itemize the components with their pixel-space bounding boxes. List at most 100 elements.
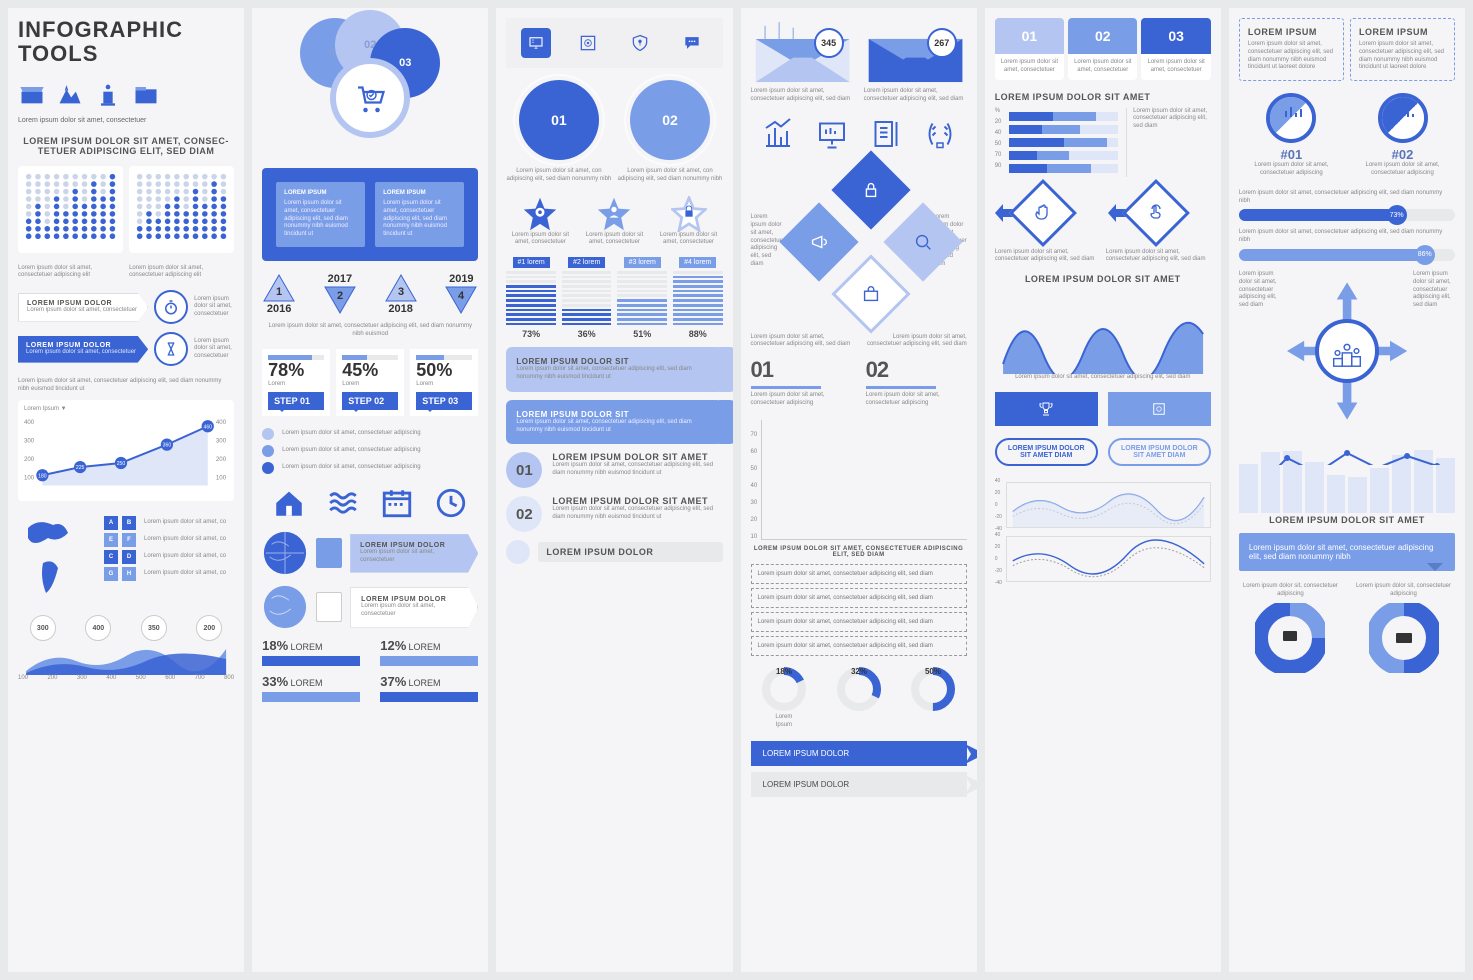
wave-chart (995, 284, 1211, 374)
timeline-node: 20172 (323, 273, 357, 315)
globe-tag-1: LOREM IPSUM DOLOR (360, 542, 468, 549)
lock-diamond (831, 150, 910, 229)
donut-pair: Lorem ipsum dolor sit, consectetuer adip… (1239, 583, 1455, 673)
arrow-center: Lorem ipsum dolor sit amet, consectetuer… (1239, 271, 1455, 431)
svg-text:360: 360 (163, 442, 172, 448)
axis-tick: 700 (195, 675, 205, 683)
axis-tick: 600 (165, 675, 175, 683)
col-bar (1348, 477, 1367, 513)
diamond-arrow-row (995, 189, 1211, 237)
flag-row-2: LOREM IPSUM DOLOR Lorem ipsum dolor sit … (18, 332, 234, 366)
progress-bars: Lorem ipsum dolor sit amet, consectetuer… (1239, 190, 1455, 261)
number-tab: 02Lorem ipsum dolor sit amet, consectetu… (1068, 18, 1137, 80)
icon-caption: Lorem ipsum dolor sit amet, consectetuer (18, 116, 234, 126)
pct-row-top: 18% LOREM12% LOREM (262, 638, 478, 666)
speech-2: LOREM IPSUM DOLOR SIT Lorem ipsum dolor … (506, 400, 722, 445)
num-circle-1: 01 (506, 452, 542, 488)
bullet-item: Lorem ipsum dolor sit amet, consectetuer… (262, 462, 478, 474)
circle-cap-1: Lorem ipsum dolor sit amet, con adipisci… (506, 168, 611, 184)
column-5: 01Lorem ipsum dolor sit amet, consectetu… (985, 8, 1221, 972)
column-6: Lorem ipsumLorem ipsum dolor sit amet, c… (1229, 8, 1465, 972)
globe-tag-2: LOREM IPSUM DOLOR (361, 596, 467, 603)
hbar-title: LOREM IPSUM DOLOR SIT AMET (995, 92, 1211, 102)
col-bar (1436, 458, 1455, 513)
donut-row: 18%Lorem Ipsum32%50% (751, 664, 967, 730)
dia-arrow-2 (1108, 189, 1211, 237)
num-circle-2: 02 (506, 496, 542, 532)
bar-col: #3 lorem51% (617, 257, 667, 339)
svg-text:460: 460 (203, 424, 212, 430)
cart-icon (330, 58, 410, 138)
icon-quad (262, 486, 478, 520)
column-4: 345 Lorem ipsum dolor sit amet, consecte… (741, 8, 977, 972)
calendar-icon (380, 486, 414, 520)
flag-title-1: LOREM IPSUM DOLOR (27, 300, 139, 307)
ribbon-banner: Lorem ipsum dolor sit amet, consectetuer… (1239, 533, 1455, 571)
axis-tick: 500 (136, 675, 146, 683)
avatar-icon (506, 540, 530, 564)
puzzle-donut-1 (1255, 603, 1325, 673)
num-step-1: 01 LOREM IPSUM DOLOR SIT AMETLorem ipsum… (506, 452, 722, 488)
axis-tick: 200 (47, 675, 57, 683)
podium-people-icon (1315, 319, 1379, 383)
big-num-02: 02 (866, 357, 888, 382)
svg-text:180: 180 (38, 473, 47, 479)
svg-text:300: 300 (24, 437, 35, 444)
axis-tick: 800 (224, 675, 234, 683)
column-3: 01 Lorem ipsum dolor sit amet, con adipi… (496, 8, 732, 972)
venn-diagram: 01 02 03 (280, 18, 460, 168)
tiny-bar-icon-2 (1396, 105, 1416, 119)
safe-icon (573, 28, 603, 58)
envelope-2: 267 Lorem ipsum dolor sit amet, consecte… (864, 18, 967, 104)
env-badge-1: 345 (814, 28, 844, 58)
envelope-1: 345 Lorem ipsum dolor sit amet, consecte… (751, 18, 854, 104)
circle-01: 01 (519, 80, 599, 160)
panel-right: LOREM IPSUMLorem ipsum dolor sit amet, c… (375, 182, 464, 247)
dot-chart-1 (18, 166, 123, 252)
envelope-row: 345 Lorem ipsum dolor sit amet, consecte… (751, 18, 967, 104)
house-icon (272, 486, 306, 520)
svg-text:18%: 18% (776, 667, 792, 676)
svg-text:300: 300 (216, 437, 227, 444)
sub-heading: LOREM IPSUM DOLOR SIT AMET, CONSEC- TETU… (18, 136, 234, 156)
line-chart-title: LOREM IPSUM DOLOR SIT AMET (1239, 515, 1455, 525)
step-card: 45%LoremSTEP 02 (336, 349, 404, 417)
circle-cap-2: Lorem ipsum dolor sit amet, con adipisci… (617, 168, 722, 184)
pct-item: 33% LOREM (262, 674, 360, 702)
outline-icon-row (751, 116, 967, 152)
dashed-cards: Lorem ipsumLorem ipsum dolor sit amet, c… (1239, 18, 1455, 81)
col-bar (1370, 468, 1389, 513)
bar-col: #4 lorem88% (673, 257, 723, 339)
number-tab: 03Lorem ipsum dolor sit amet, consectetu… (1141, 18, 1210, 80)
svg-text:2: 2 (337, 290, 343, 302)
store-icon (18, 80, 46, 108)
dot-chart-2 (129, 166, 234, 252)
step-card: 50%LoremSTEP 03 (410, 349, 478, 417)
pct-row-bot: 33% LOREM37% LOREM (262, 674, 478, 702)
timeline-node: 20194 (444, 273, 478, 315)
stopwatch-icon (154, 290, 188, 324)
arrow-burst (1287, 271, 1407, 431)
svg-text:50%: 50% (925, 667, 941, 676)
svg-text:400: 400 (216, 419, 227, 426)
arrow-out-2: LOREM IPSUM DOLOR (751, 772, 967, 797)
pct-item: 18% LOREM (262, 638, 360, 666)
axis-labels: 100200300400500600700800 (18, 675, 234, 683)
hash-1: #01Lorem ipsum dolor sit amet, consectet… (1239, 93, 1344, 178)
globe-row-1: LOREM IPSUM DOLORLorem ipsum dolor sit a… (262, 530, 478, 576)
two-circles: 01 Lorem ipsum dolor sit amet, con adipi… (506, 80, 722, 184)
axis-tick: 400 (106, 675, 116, 683)
podium-icon (94, 80, 122, 108)
col-bar (1305, 462, 1324, 513)
dot-caption-1: Lorem ipsum dolor sit amet, consectetuer… (18, 265, 123, 281)
flag-side-1: Lorem ipsum dolor sit amet, consectetuer (194, 296, 234, 319)
diamond-section: Lorem ipsum dolor sit amet, consectetuer… (751, 162, 967, 322)
bar-chart-caption: LOREM IPSUM DOLOR SIT AMET, CONSECTETUER… (751, 546, 967, 558)
bubble-value: 350 (141, 615, 167, 641)
bubble-value: 300 (30, 615, 56, 641)
line-chart-title: Lorem Ipsum ▼ (24, 406, 228, 414)
col-line-chart (1239, 443, 1455, 465)
flag-row-1: LOREM IPSUM DOLOR Lorem ipsum dolor sit … (18, 290, 234, 324)
number-tab: 01Lorem ipsum dolor sit amet, consectetu… (995, 18, 1064, 80)
bubble-value: 400 (85, 615, 111, 641)
